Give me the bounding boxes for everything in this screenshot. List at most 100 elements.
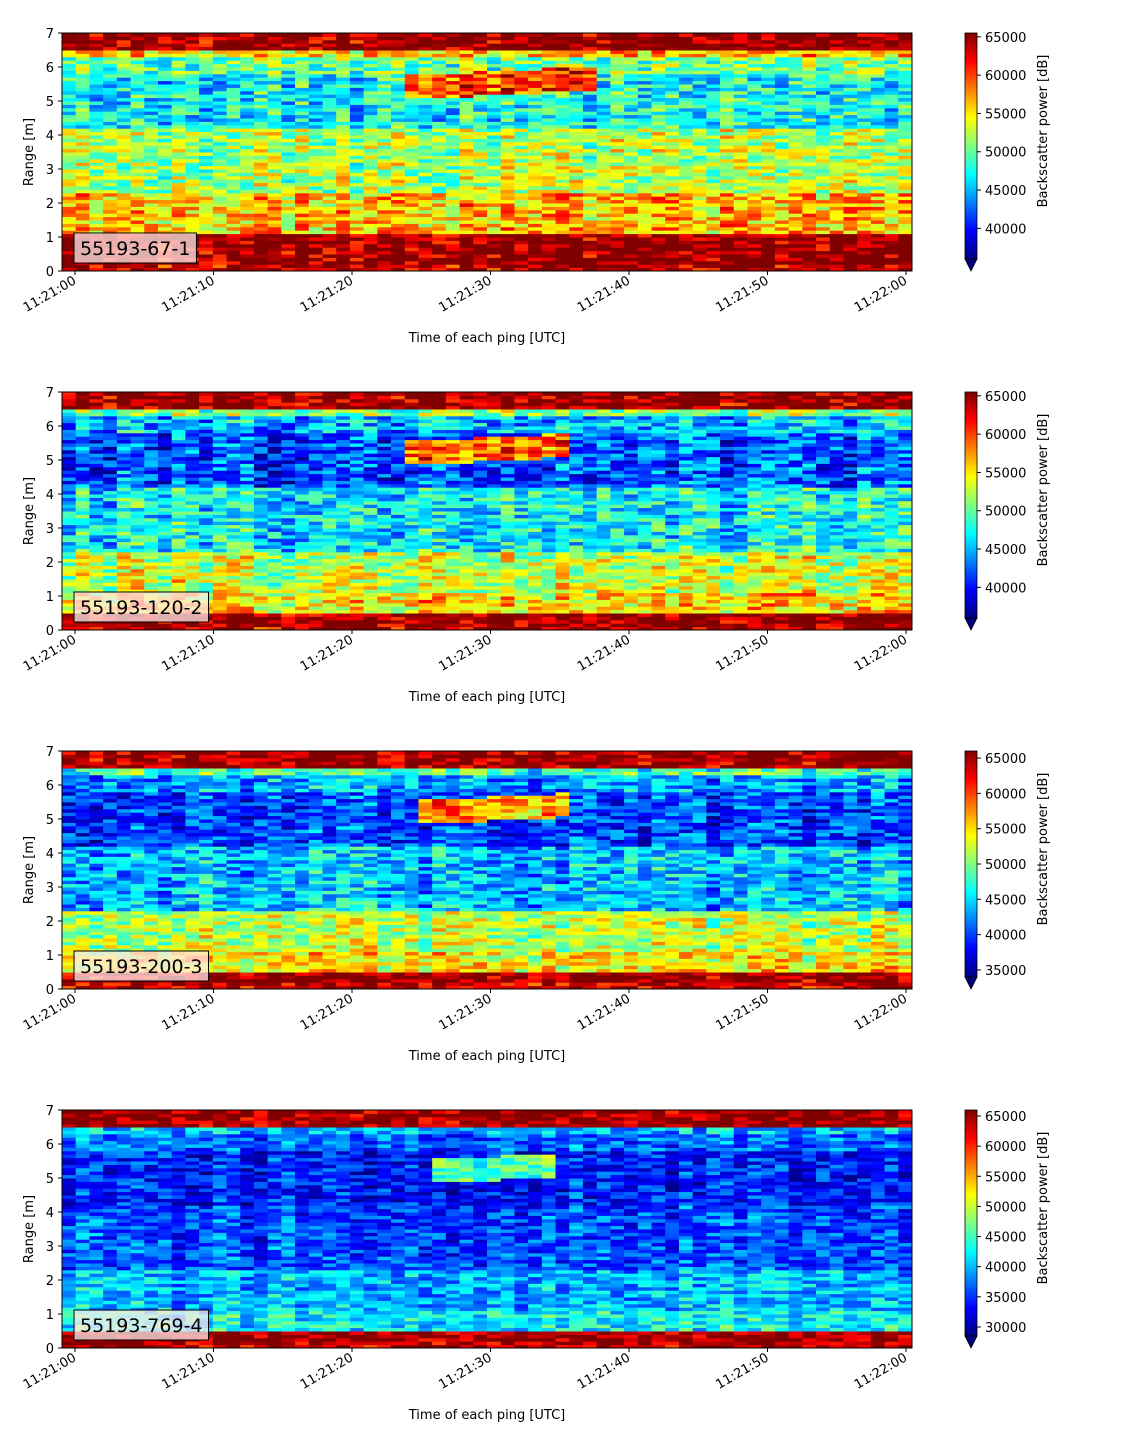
heatmap-cell [473,182,488,187]
heatmap-cell [802,73,817,78]
heatmap-cell [665,216,680,221]
heatmap-cell [857,226,872,231]
heatmap-cell [240,206,255,211]
heatmap-cell [651,124,666,129]
heatmap-cell [870,233,886,238]
heatmap-cell [103,545,118,549]
heatmap-cell [898,56,913,61]
heatmap-cell [665,60,680,65]
heatmap-cell [171,50,186,54]
heatmap-cell [884,67,899,71]
heatmap-cell [569,226,584,231]
heatmap-cell [226,60,241,65]
heatmap-cell [377,94,392,99]
heatmap-cell [788,80,803,85]
heatmap-cell [144,141,159,146]
heatmap-cell [281,104,296,109]
heatmap-cell [884,172,899,177]
heatmap-cell [157,121,173,126]
heatmap-cell [541,114,557,119]
heatmap-cell [500,213,515,218]
heatmap-cell [829,189,844,194]
heatmap-cell [62,145,77,150]
heatmap-cell [116,395,132,400]
heatmap-cell [432,94,447,99]
heatmap-cell [103,483,118,488]
heatmap-cell [89,436,104,441]
heatmap-cell [89,165,104,170]
heatmap-cell [747,240,762,245]
heatmap-cell [487,36,502,41]
heatmap-cell [377,87,392,92]
heatmap-cell [473,260,488,265]
colorbar-segment [965,171,977,175]
heatmap-cell [103,128,118,133]
heatmap-cell [89,94,104,99]
heatmap-cell [185,94,200,99]
heatmap-cell [75,541,90,546]
heatmap-cell [692,226,707,231]
heatmap-cell [582,90,598,95]
heatmap-cell [678,152,694,156]
heatmap-cell [651,121,666,126]
heatmap-cell [747,250,762,255]
heatmap-cell [322,216,337,221]
heatmap-cell [171,186,186,190]
heatmap-cell [432,135,447,139]
heatmap-cell [295,128,310,133]
heatmap-cell [226,80,241,85]
heatmap-cell [582,50,598,54]
heatmap-cell [391,237,406,241]
heatmap-cell [418,226,433,231]
heatmap-cell [157,626,173,631]
heatmap-cell [637,145,653,150]
heatmap-cell [418,264,433,269]
heatmap-cell [363,247,378,252]
heatmap-cell [295,94,310,99]
heatmap-cell [103,402,118,407]
heatmap-cell [569,46,584,51]
heatmap-cell [569,233,584,238]
heatmap-cell [774,114,790,119]
heatmap-cell [473,67,488,71]
heatmap-cell [404,97,419,102]
heatmap-cell [624,240,639,245]
heatmap-cell [199,148,214,153]
heatmap-cell [89,412,104,417]
heatmap-cell [226,70,241,75]
heatmap-cell [720,152,735,156]
heatmap-cell [596,84,611,88]
heatmap-cell [199,80,214,85]
heatmap-cell [555,114,570,119]
heatmap-cell [884,257,899,262]
heatmap-cell [706,56,721,61]
heatmap-cell [610,118,625,122]
heatmap-cell [720,46,735,51]
heatmap-cell [185,155,200,160]
heatmap-cell [569,70,584,75]
heatmap-cell [130,463,145,468]
heatmap-cell [898,107,913,112]
heatmap-cell [898,182,913,187]
heatmap-cell [103,589,118,594]
heatmap-cell [240,155,255,160]
heatmap-cell [500,243,515,248]
heatmap-cell [267,97,282,102]
heatmap-cell [377,121,392,126]
heatmap-cell [308,233,323,238]
colorbar-segment [965,38,977,43]
heatmap-cell [816,220,831,224]
heatmap-cell [459,56,474,61]
heatmap-cell [240,237,255,241]
heatmap-cell [199,90,214,95]
heatmap-cell [199,104,214,109]
heatmap-cell [857,121,872,126]
heatmap-cell [144,449,159,454]
heatmap-cell [157,114,173,119]
heatmap-cell [130,121,145,126]
heatmap-cell [692,80,707,85]
heatmap-cell [870,97,886,102]
heatmap-cell [678,67,694,71]
heatmap-cell [569,172,584,177]
heatmap-cell [816,124,831,129]
